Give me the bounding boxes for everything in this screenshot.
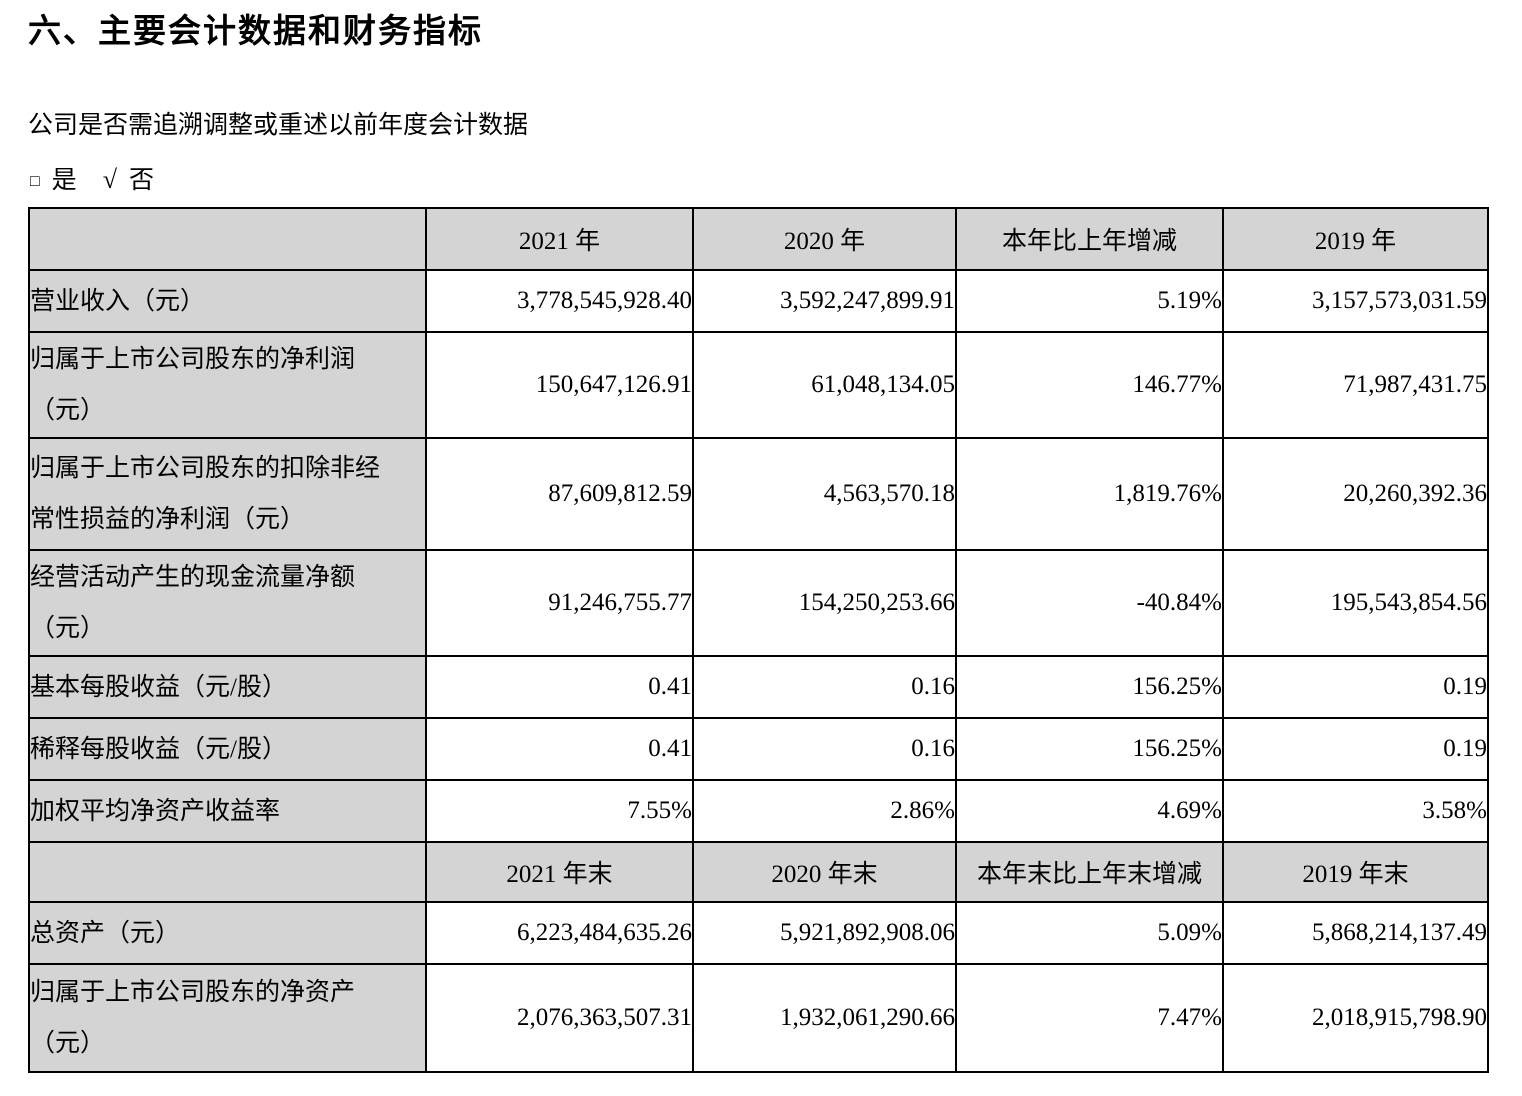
table-cell-value: 0.16 — [692, 717, 957, 782]
table-cell-value: 156.25% — [955, 655, 1224, 720]
yes-label: 是 — [51, 166, 77, 194]
section-title: 六、主要会计数据和财务指标 — [28, 14, 483, 50]
table-row-label: 经营活动产生的现金流量净额 （元） — [28, 549, 427, 658]
table-row-net-assets: 归属于上市公司股东的净资产 （元） 2,076,363,507.31 1,932… — [28, 963, 1489, 1074]
table-cell-value: 154,250,253.66 — [692, 549, 957, 658]
annual-header-row: 2021 年 2020 年 本年比上年增减 2019 年 — [28, 207, 1489, 272]
restate-answer-line: □ 是 √ 否 — [30, 164, 1522, 197]
check-mark-icon: √ — [102, 164, 117, 194]
table-cell-value: 5.19% — [955, 269, 1224, 334]
eoy-header-change: 本年末比上年末增减 — [955, 841, 1224, 904]
table-row-net-profit: 归属于上市公司股东的净利润 （元） 150,647,126.91 61,048,… — [28, 331, 1489, 440]
table-row-label: 稀释每股收益（元/股） — [28, 717, 427, 782]
table-row-label: 总资产（元） — [28, 901, 427, 966]
eoy-header-2021: 2021 年末 — [425, 841, 694, 904]
table-cell-value: 1,932,061,290.66 — [692, 963, 957, 1074]
table-row-total-assets: 总资产（元） 6,223,484,635.26 5,921,892,908.06… — [28, 901, 1489, 966]
table-row-label: 归属于上市公司股东的扣除非经 常性损益的净利润（元） — [28, 437, 427, 552]
table-row-label: 归属于上市公司股东的净资产 （元） — [28, 963, 427, 1074]
table-cell-value: -40.84% — [955, 549, 1224, 658]
table-row-label: 基本每股收益（元/股） — [28, 655, 427, 720]
table-cell-value: 0.16 — [692, 655, 957, 720]
table-cell-value: 3,157,573,031.59 — [1222, 269, 1489, 334]
table-row-label: 归属于上市公司股东的净利润 （元） — [28, 331, 427, 440]
table-cell-value: 4,563,570.18 — [692, 437, 957, 552]
eoy-header-row: 2021 年末 2020 年末 本年末比上年末增减 2019 年末 — [28, 841, 1489, 904]
no-label: 否 — [128, 166, 154, 194]
table-cell-value: 150,647,126.91 — [425, 331, 694, 440]
table-cell-value: 7.47% — [955, 963, 1224, 1074]
table-cell-value: 4.69% — [955, 779, 1224, 844]
eoy-header-2019: 2019 年末 — [1222, 841, 1489, 904]
table-row-label: 加权平均净资产收益率 — [28, 779, 427, 844]
yes-checkbox-icon: □ — [30, 172, 40, 190]
table-cell-value: 3,592,247,899.91 — [692, 269, 957, 334]
table-cell-value: 87,609,812.59 — [425, 437, 694, 552]
annual-header-change: 本年比上年增减 — [955, 207, 1224, 272]
annual-header-2020: 2020 年 — [692, 207, 957, 272]
table-cell-value: 0.19 — [1222, 655, 1489, 720]
table-cell-value: 2,018,915,798.90 — [1222, 963, 1489, 1074]
table-cell-value: 0.41 — [425, 655, 694, 720]
table-row-diluted-eps: 稀释每股收益（元/股） 0.41 0.16 156.25% 0.19 — [28, 717, 1489, 782]
table-cell-value: 0.19 — [1222, 717, 1489, 782]
table-cell-value: 6,223,484,635.26 — [425, 901, 694, 966]
table-row-weighted-roe: 加权平均净资产收益率 7.55% 2.86% 4.69% 3.58% — [28, 779, 1489, 844]
annual-header-2021: 2021 年 — [425, 207, 694, 272]
table-cell-value: 3.58% — [1222, 779, 1489, 844]
table-cell-value: 0.41 — [425, 717, 694, 782]
table-cell-value: 1,819.76% — [955, 437, 1224, 552]
table-row-basic-eps: 基本每股收益（元/股） 0.41 0.16 156.25% 0.19 — [28, 655, 1489, 720]
table-cell-value: 61,048,134.05 — [692, 331, 957, 440]
table-cell-value: 195,543,854.56 — [1222, 549, 1489, 658]
table-cell-value: 5.09% — [955, 901, 1224, 966]
table-row-revenue: 营业收入（元） 3,778,545,928.40 3,592,247,899.9… — [28, 269, 1489, 334]
table-cell-value: 20,260,392.36 — [1222, 437, 1489, 552]
table-cell-value: 5,868,214,137.49 — [1222, 901, 1489, 966]
table-cell-value: 5,921,892,908.06 — [692, 901, 957, 966]
table-cell-value: 7.55% — [425, 779, 694, 844]
eoy-header-empty — [28, 841, 427, 904]
table-cell-value: 146.77% — [955, 331, 1224, 440]
table-cell-value: 3,778,545,928.40 — [425, 269, 694, 334]
table-cell-value: 91,246,755.77 — [425, 549, 694, 658]
table-cell-value: 71,987,431.75 — [1222, 331, 1489, 440]
table-cell-value: 2,076,363,507.31 — [425, 963, 694, 1074]
restate-question-text: 公司是否需追溯调整或重述以前年度会计数据 — [28, 111, 529, 139]
table-cell-value: 156.25% — [955, 717, 1224, 782]
table-row-net-profit-excl-nonrecurring: 归属于上市公司股东的扣除非经 常性损益的净利润（元） 87,609,812.59… — [28, 437, 1489, 552]
annual-header-empty — [28, 207, 427, 272]
annual-header-2019: 2019 年 — [1222, 207, 1489, 272]
table-cell-value: 2.86% — [692, 779, 957, 844]
table-row-operating-cash-flow: 经营活动产生的现金流量净额 （元） 91,246,755.77 154,250,… — [28, 549, 1489, 658]
table-row-label: 营业收入（元） — [28, 269, 427, 334]
eoy-header-2020: 2020 年末 — [692, 841, 957, 904]
financial-indicators-table: 2021 年 2020 年 本年比上年增减 2019 年 营业收入（元） 3,7… — [28, 207, 1489, 1074]
